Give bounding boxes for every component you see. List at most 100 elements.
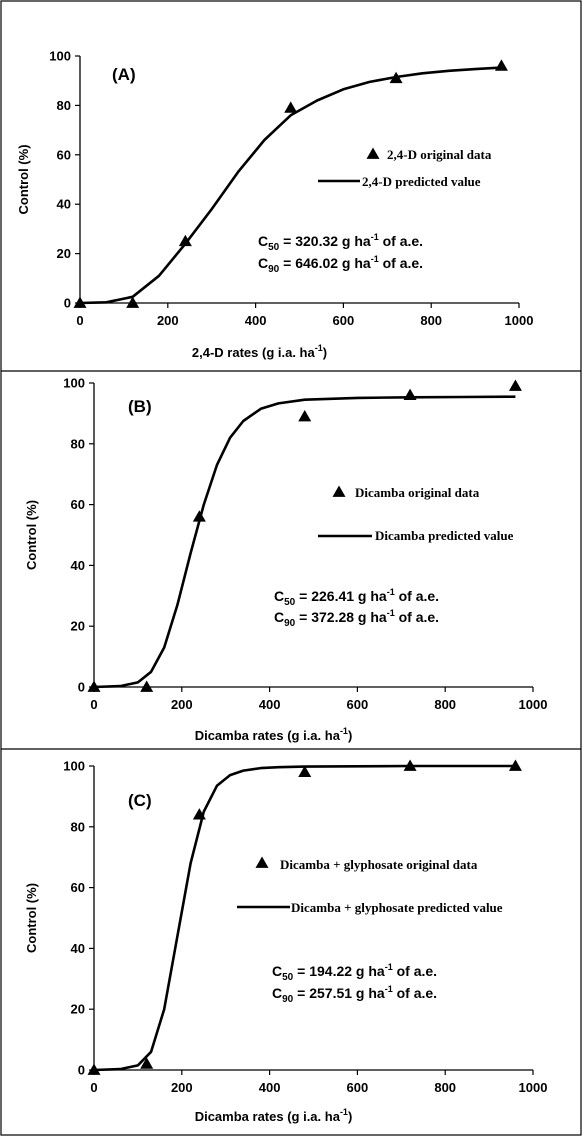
panel-c-legend-label-predicted: Dicamba + glyphosate predicted value [291,900,503,915]
panel-b-data-point [403,388,417,401]
panel-c-x-tick-label: 0 [90,1080,97,1095]
panel-b-x-tick-label: 1000 [519,697,548,712]
panel-c-x-axis-label-end: ) [348,1109,352,1124]
panel-c-annotation-suffix: of a.e. [393,985,437,1001]
panel-c-annotation-value: = 194.22 g ha [293,963,385,979]
panel-b-data-point [508,379,522,391]
panel-a-annotation-value: = 646.02 g ha [279,255,371,271]
panel-a-annotation-sup: -1 [371,254,379,264]
panel-a-annotation-suffix: of a.e. [379,255,423,271]
panel-c-data-point [508,759,522,771]
panel-b-annotation-sup: -1 [387,608,395,618]
panel-b-x-axis-label-sup: -1 [340,726,348,736]
panel-c-x-tick-label: 400 [259,1080,281,1095]
panel-c-y-tick-label: 20 [71,1002,85,1017]
panel-c-y-tick-label: 60 [71,880,85,895]
panel-a-annotation-suffix: of a.e. [379,233,423,249]
panel-a-y-tick-label: 80 [57,98,71,113]
panel-c-label: (C) [128,791,152,810]
panel-b-x-axis-label-end: ) [348,728,352,743]
panel-b-x-tick-label: 400 [259,697,281,712]
panel-a-legend-marker [366,147,380,159]
panel-a-annotation-sup: -1 [371,232,379,242]
panel-b-y-axis-label: Control (%) [24,500,39,570]
panel-b-data-point [192,510,206,522]
panel-b-annotation-sub: 90 [284,618,296,629]
panel-a-annotation-value: = 320.32 g ha [279,233,371,249]
panel-a-x-tick-label: 1000 [505,313,534,328]
panel-a-data-point [494,59,508,71]
panel-c-y-axis-label: Control (%) [24,883,39,953]
panel-c-x-tick-label: 800 [434,1080,456,1095]
panel-a-x-tick-label: 800 [420,313,442,328]
panel-b-annotation-prefix: C [274,588,284,604]
panel-a-annotation-sub: 90 [268,264,280,275]
panel-b-y-tick-label: 0 [78,680,85,695]
panel-a-data-point [126,296,140,308]
panel-c-annotation-suffix: of a.e. [393,963,437,979]
panel-c-data-point [87,1063,101,1075]
panel-a-x-tick-label: 0 [76,313,83,328]
panel-a-predicted-line [79,66,502,305]
panel-b-annotation-sup: -1 [387,587,395,597]
panel-b-legend-label-data: Dicamba original data [355,485,480,500]
panel-b-y-tick-label: 40 [71,558,85,573]
panel-c-data-point [140,1057,154,1069]
panel-a-data-point [178,234,192,247]
panel-b-annotation-suffix: of a.e. [395,588,439,604]
panel-b-x-axis-label: Dicamba rates (g i.a. ha-1) [195,726,353,743]
panel-c-annotation-c90: C90 = 257.51 g ha-1 of a.e. [272,984,437,1005]
panel-a-y-tick-label: 60 [57,147,71,162]
panel-c-y-tick-label: 80 [71,819,85,834]
panel-c-legend-marker [255,856,269,868]
panel-b-x-axis-label-main: Dicamba rates (g i.a. ha [195,728,341,743]
panel-c-annotation-sub: 50 [282,972,294,983]
panel-c-y-tick-label: 40 [71,941,85,956]
panel-c-x-axis-label: Dicamba rates (g i.a. ha-1) [195,1107,353,1124]
panel-c-y-tick-label: 0 [78,1063,85,1078]
panel-b-x-tick-label: 600 [347,697,369,712]
panel-b-y-tick-label: 60 [71,497,85,512]
panel-c-data-point [192,808,206,820]
panel-b-legend-marker [332,485,346,497]
panel-a-x-tick-label: 400 [245,313,267,328]
panel-b-y-tick-label: 80 [71,436,85,451]
panel-c-data-point [403,759,417,771]
panel-a-x-tick-label: 200 [157,313,179,328]
panel-b-data-point [87,680,101,692]
panel-a-legend-label-predicted: 2,4-D predicted value [362,174,481,189]
panel-a-y-axis-label: Control (%) [16,144,31,214]
panel-b-x-tick-label: 0 [90,697,97,712]
panel-a-y-tick-label: 40 [57,197,71,212]
panel-c-x-axis-label-sup: -1 [340,1107,348,1117]
panel-a-legend-label-data: 2,4-D original data [387,147,492,162]
panel-a-data-point [73,296,87,308]
panel-a-y-tick-label: 100 [49,49,71,64]
panel-b-label: (B) [128,397,152,416]
panel-b-y-tick-label: 100 [63,376,85,391]
panel-a-x-tick-label: 600 [333,313,355,328]
panel-a-data-point [389,71,403,84]
panel-a-x-axis-label-main: 2,4-D rates (g i.a. ha [192,345,316,360]
panel-c-x-tick-label: 200 [171,1080,193,1095]
panel-c-x-tick-label: 600 [347,1080,369,1095]
panel-b-x-tick-label: 200 [171,697,193,712]
panel-a-x-axis-label-end: ) [323,345,327,360]
panel-a-y-tick-label: 20 [57,246,71,261]
panel-a-annotation-c50: C50 = 320.32 g ha-1 of a.e. [258,232,423,253]
panel-c-legend-label-data: Dicamba + glyphosate original data [280,857,478,872]
panel-b-data-point [298,409,312,422]
panel-a-label: (A) [112,65,136,84]
panel-b-data-point [140,680,154,692]
panel-a-y-tick-label: 0 [64,296,71,311]
panel-c-annotation-value: = 257.51 g ha [293,985,385,1001]
panel-b-annotation-prefix: C [274,609,284,625]
panel-c-annotation-prefix: C [272,963,282,979]
panel-b-annotation-value: = 372.28 g ha [295,609,387,625]
panel-c-data-point [298,765,312,777]
